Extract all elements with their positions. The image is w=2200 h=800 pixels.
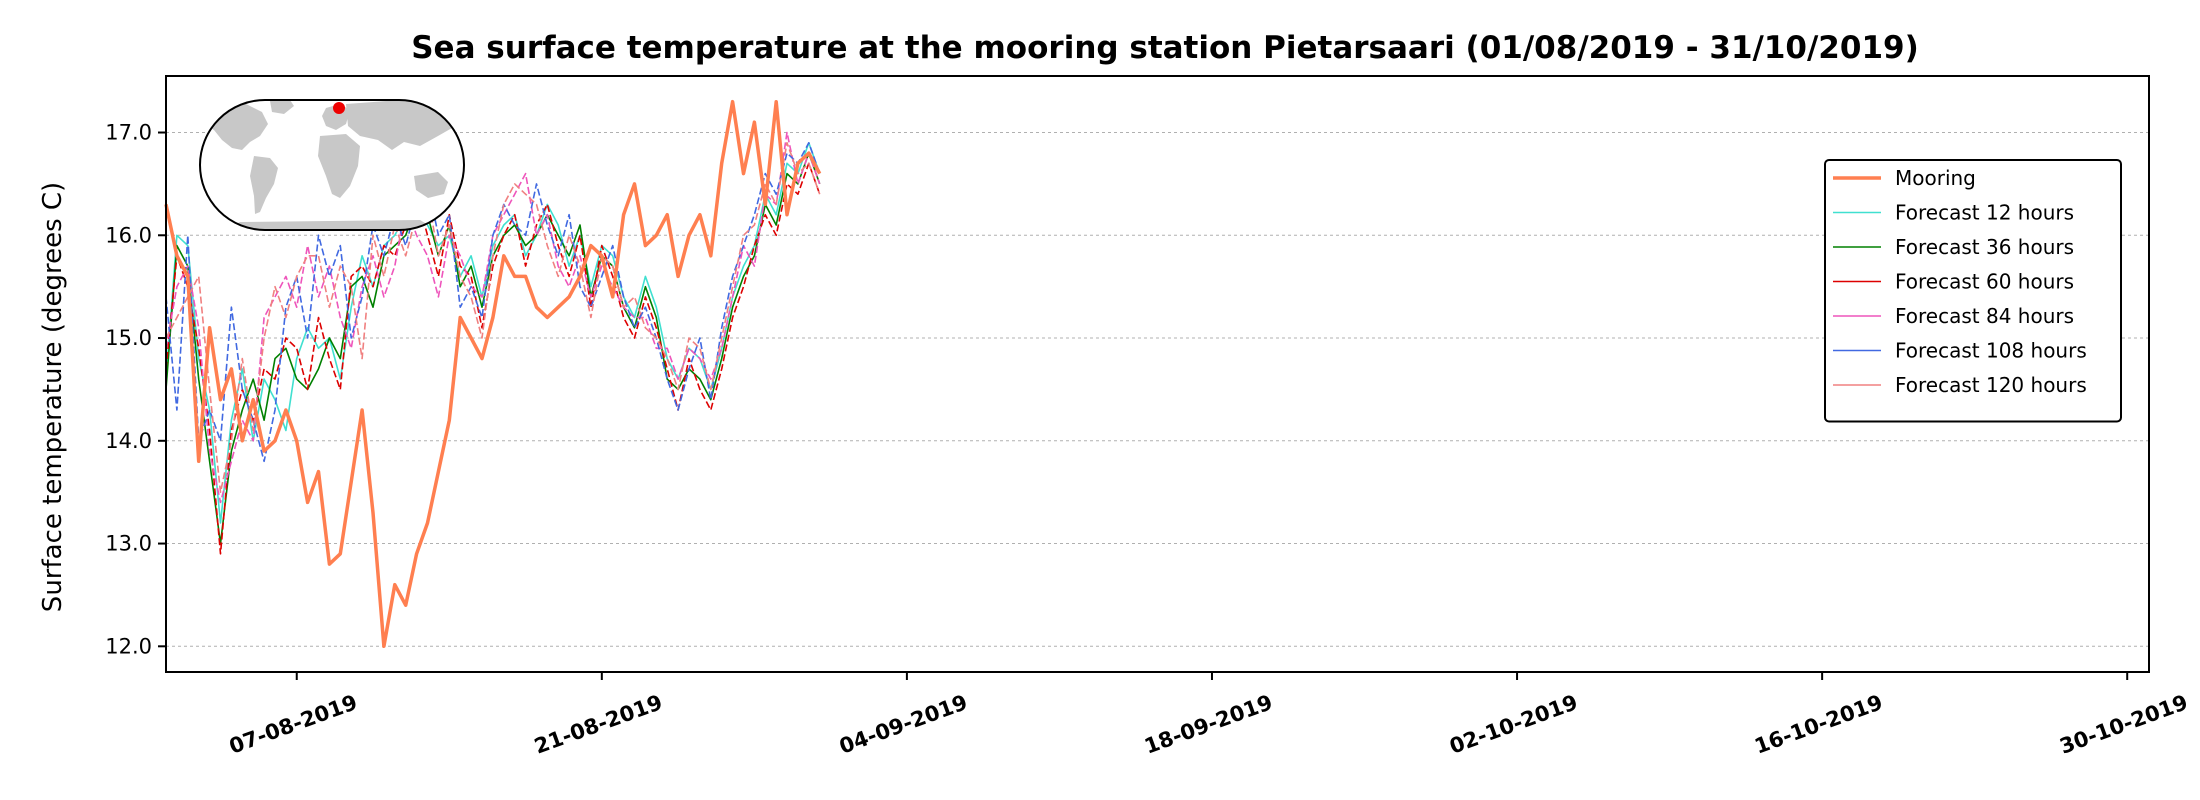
map-greenland [270,100,294,114]
legend-entry-label: Mooring [1895,166,1976,190]
series-line-mooring [164,99,822,649]
series-line-forecast-120-hours [165,142,821,494]
legend-entry-label: Forecast 120 hours [1895,373,2087,397]
map-border [199,99,465,231]
legend-entry-label: Forecast 84 hours [1895,304,2074,328]
y-tick-label: 17.0 [105,121,152,145]
y-tick-label: 14.0 [105,429,152,453]
y-tick-label: 12.0 [105,634,152,658]
map-south-america [250,156,278,214]
map-africa [318,134,360,198]
y-tick-label: 13.0 [105,532,152,556]
y-tick-label: 16.0 [105,223,152,247]
inset-world-map [199,99,465,231]
map-asia [346,100,458,150]
y-axis-ticks: 12.0 13.0 14.0 15.0 16.0 17.0 [105,121,166,658]
series-line-forecast-108-hours [165,142,821,463]
series-line-forecast-60-hours [165,162,821,555]
map-australia [414,172,448,198]
y-tick-label: 15.0 [105,326,152,350]
series-lines [164,99,822,649]
plot-frame [165,75,2150,673]
legend-entry-label: Forecast 12 hours [1895,201,2074,225]
legend-box [1824,159,2122,423]
station-marker [333,102,345,114]
chart-title: Sea surface temperature at the mooring s… [411,30,1919,66]
legend-entry-label: Forecast 60 hours [1895,270,2074,294]
legend-entry-label: Forecast 36 hours [1895,235,2074,259]
grid-lines [166,132,2149,647]
legend-entry-label: Forecast 108 hours [1895,339,2087,363]
y-axis-label: Surface temperature (degrees C) [38,182,68,612]
legend: Mooring Forecast 12 hours Forecast 36 hour… [1824,159,2122,423]
